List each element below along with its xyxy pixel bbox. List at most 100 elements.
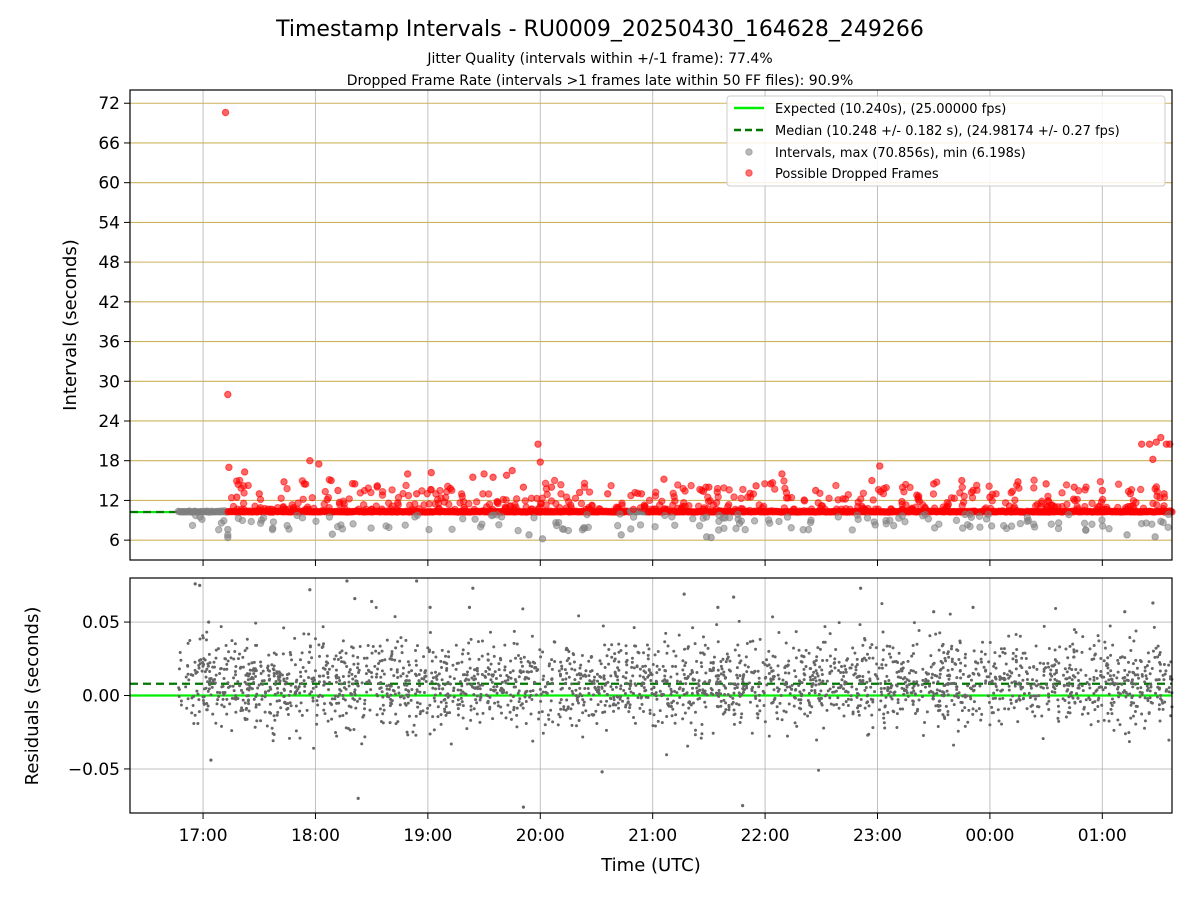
residual-point <box>452 695 456 699</box>
residual-point <box>576 701 580 705</box>
residual-point <box>279 706 283 710</box>
residual-point <box>186 664 190 668</box>
residual-point <box>1040 714 1044 718</box>
residual-point <box>446 650 450 654</box>
residual-point <box>489 662 493 666</box>
residual-point <box>315 699 319 703</box>
residual-point <box>728 694 732 698</box>
residual-point <box>351 654 355 658</box>
residual-point <box>1053 648 1057 652</box>
residual-point <box>1138 695 1142 699</box>
residual-point <box>942 691 946 695</box>
residual-point <box>625 663 629 667</box>
residual-point <box>628 706 632 710</box>
residual-point <box>225 712 229 716</box>
dropped-frame-point <box>240 482 248 490</box>
residual-point <box>472 686 476 690</box>
residual-point <box>736 676 740 680</box>
residual-point <box>236 657 240 661</box>
residual-point <box>747 681 751 685</box>
dropped-frame-point <box>1096 477 1105 486</box>
residual-point <box>1047 692 1051 696</box>
residual-point <box>310 677 314 681</box>
residual-point <box>206 680 210 684</box>
residual-point <box>807 691 811 695</box>
residual-point <box>799 698 803 702</box>
residual-point <box>643 689 647 693</box>
dropped-frame-point <box>310 504 318 513</box>
residual-point <box>289 683 293 687</box>
residual-point <box>256 686 260 690</box>
residual-point <box>604 681 608 685</box>
residual-point <box>364 672 368 676</box>
interval-point <box>695 522 704 530</box>
residuals-y-axis-label: Residuals (seconds) <box>22 607 43 786</box>
dropped-frame-point <box>1103 505 1111 514</box>
residual-point <box>233 697 237 701</box>
residual-point <box>1109 677 1113 681</box>
residual-point <box>625 681 629 685</box>
residual-point <box>658 689 662 693</box>
residual-point <box>741 804 745 808</box>
residual-point <box>362 656 366 660</box>
residual-point <box>720 667 724 671</box>
residual-point <box>992 691 996 695</box>
residual-point <box>623 691 627 695</box>
residual-point <box>393 692 397 696</box>
residual-point <box>1112 728 1116 732</box>
residual-point <box>750 670 754 674</box>
residual-point <box>785 685 789 689</box>
residual-point <box>336 694 340 698</box>
residual-point <box>1029 704 1033 708</box>
residual-point <box>611 703 615 707</box>
residual-point <box>178 651 182 655</box>
dropped-frame-point <box>555 504 564 512</box>
dropped-frame-point <box>780 477 788 485</box>
residual-point <box>757 693 761 697</box>
residual-point <box>1145 677 1149 681</box>
residual-point <box>657 668 661 672</box>
residual-point <box>289 690 293 694</box>
residual-point <box>664 631 668 635</box>
residual-point <box>380 690 384 694</box>
residual-point <box>1088 647 1092 651</box>
residual-point <box>380 658 384 662</box>
residual-point <box>931 694 935 698</box>
residual-point <box>605 692 609 696</box>
residual-point <box>671 664 675 668</box>
residual-point <box>913 692 917 696</box>
residual-point <box>572 660 576 664</box>
residual-point <box>393 615 397 619</box>
residual-point <box>1076 671 1080 675</box>
residual-point <box>1021 697 1025 701</box>
residual-point <box>465 727 469 731</box>
residual-point <box>617 642 621 646</box>
residual-point <box>1002 671 1006 675</box>
residual-point <box>624 651 628 655</box>
residual-point <box>1004 662 1008 666</box>
dropped-frame-point <box>942 503 951 512</box>
residual-point <box>273 718 277 722</box>
residual-point <box>350 645 354 649</box>
residual-point <box>1031 710 1035 714</box>
residual-point <box>817 692 821 696</box>
residual-point <box>536 668 540 672</box>
residual-point <box>247 662 251 666</box>
dropped-frame-point <box>577 499 586 508</box>
residual-point <box>1042 662 1046 666</box>
residual-point <box>890 683 894 687</box>
residual-point <box>344 711 348 715</box>
residual-point <box>310 690 314 694</box>
residual-point <box>849 698 853 702</box>
residual-point <box>568 686 572 690</box>
residual-point <box>889 655 893 659</box>
residual-point <box>212 660 216 664</box>
residual-point <box>564 648 568 652</box>
residual-point <box>649 679 653 683</box>
residual-point <box>354 706 358 710</box>
residual-point <box>655 697 659 701</box>
residual-point <box>1047 646 1051 650</box>
residual-point <box>518 697 522 701</box>
residual-point <box>351 682 355 686</box>
residual-point <box>415 579 419 583</box>
